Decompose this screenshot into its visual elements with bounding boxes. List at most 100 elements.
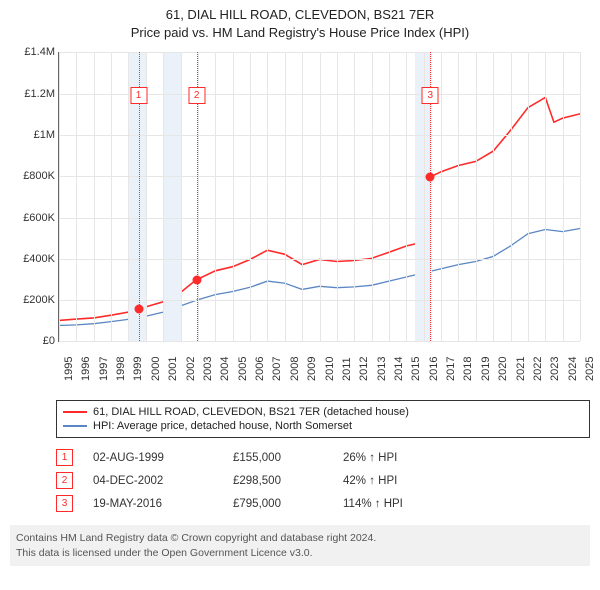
gridline-v [215,52,216,341]
x-tick-label: 2002 [185,357,197,381]
y-tick-label: £800K [11,170,55,182]
x-tick-label: 2012 [358,357,370,381]
sale-date: 02-AUG-1999 [93,452,213,464]
x-tick-label: 2011 [341,358,353,382]
y-tick-label: £1.4M [11,46,55,58]
x-tick-label: 1995 [63,357,75,381]
x-tick-label: 2003 [202,357,214,381]
sales-row: 2 04-DEC-2002 £298,500 42% ↑ HPI [56,469,590,492]
sales-row: 1 02-AUG-1999 £155,000 26% ↑ HPI [56,446,590,469]
sale-delta: 42% ↑ HPI [343,475,397,487]
x-tick-label: 1999 [132,357,144,381]
gridline-v [111,52,112,341]
title-block: 61, DIAL HILL ROAD, CLEVEDON, BS21 7ER P… [0,0,600,46]
sale-badge-3: 3 [56,495,73,512]
title-subtitle: Price paid vs. HM Land Registry's House … [0,24,600,42]
x-tick-label: 1996 [80,357,92,381]
sale-badge-chart: 3 [422,87,439,104]
footer-line-2: This data is licensed under the Open Gov… [16,546,584,560]
x-tick-label: 2004 [219,357,231,381]
sale-date: 19-MAY-2016 [93,498,213,510]
legend-row-hpi: HPI: Average price, detached house, Nort… [63,419,583,433]
gridline-v [181,52,182,341]
sales-row: 3 19-MAY-2016 £795,000 114% ↑ HPI [56,492,590,515]
legend: 61, DIAL HILL ROAD, CLEVEDON, BS21 7ER (… [56,400,590,438]
x-tick-label: 1997 [98,357,110,381]
gridline-v [441,52,442,341]
chart-band [163,52,180,341]
x-tick-label: 2019 [480,357,492,381]
sale-dot [192,275,201,284]
x-tick-label: 2015 [410,357,422,381]
gridline-v [493,52,494,341]
gridline-h [59,341,580,342]
sale-badge-2: 2 [56,472,73,489]
gridline-v [580,52,581,341]
x-tick-label: 2008 [289,357,301,381]
gridline-v [354,52,355,341]
gridline-v [320,52,321,341]
sale-badge-chart: 1 [130,87,147,104]
x-tick-label: 2005 [237,357,249,381]
legend-swatch-hpi [63,425,87,427]
x-tick-label: 2025 [584,357,596,381]
x-tick-label: 2006 [254,357,266,381]
sale-price: £298,500 [233,475,323,487]
gridline-v [94,52,95,341]
gridline-v [76,52,77,341]
gridline-v [267,52,268,341]
sale-badge-chart: 2 [188,87,205,104]
sale-dot [426,173,435,182]
legend-label-price-paid: 61, DIAL HILL ROAD, CLEVEDON, BS21 7ER (… [93,406,409,418]
x-tick-label: 2021 [515,357,527,381]
sales-table: 1 02-AUG-1999 £155,000 26% ↑ HPI 2 04-DE… [56,446,590,515]
sale-price: £155,000 [233,452,323,464]
gridline-v [163,52,164,341]
gridline-v [337,52,338,341]
x-tick-label: 2000 [150,357,162,381]
sale-date: 04-DEC-2002 [93,475,213,487]
x-tick-label: 2016 [428,357,440,381]
x-tick-label: 2010 [324,357,336,381]
gridline-v [59,52,60,341]
x-tick-label: 2022 [532,357,544,381]
gridline-v [563,52,564,341]
x-tick-label: 2009 [306,357,318,381]
footer-line-1: Contains HM Land Registry data © Crown c… [16,531,584,545]
y-tick-label: £1.2M [11,88,55,100]
x-tick-label: 2014 [393,357,405,381]
gridline-v [406,52,407,341]
y-tick-label: £400K [11,253,55,265]
legend-row-price-paid: 61, DIAL HILL ROAD, CLEVEDON, BS21 7ER (… [63,405,583,419]
y-tick-label: £0 [11,335,55,347]
figure: 61, DIAL HILL ROAD, CLEVEDON, BS21 7ER P… [0,0,600,566]
gridline-v [476,52,477,341]
gridline-v [389,52,390,341]
x-tick-label: 1998 [115,357,127,381]
gridline-v [511,52,512,341]
gridline-v [233,52,234,341]
x-tick-label: 2013 [376,357,388,381]
x-tick-label: 2018 [462,357,474,381]
sale-delta: 114% ↑ HPI [343,498,403,510]
chart-area: £0£200K£400K£600K£800K£1M£1.2M£1.4M19951… [10,46,590,396]
y-tick-label: £200K [11,294,55,306]
footer-attribution: Contains HM Land Registry data © Crown c… [10,525,590,565]
title-address: 61, DIAL HILL ROAD, CLEVEDON, BS21 7ER [0,6,600,24]
legend-swatch-price-paid [63,411,87,413]
sale-delta: 26% ↑ HPI [343,452,397,464]
plot-region: £0£200K£400K£600K£800K£1M£1.2M£1.4M19951… [58,52,580,342]
gridline-v [528,52,529,341]
legend-label-hpi: HPI: Average price, detached house, Nort… [93,420,352,432]
sale-badge-1: 1 [56,449,73,466]
gridline-v [545,52,546,341]
x-tick-label: 2007 [271,357,283,381]
sale-dot [134,305,143,314]
x-tick-label: 2024 [567,357,579,381]
x-tick-label: 2017 [445,357,457,381]
gridline-v [458,52,459,341]
x-tick-label: 2023 [549,357,561,381]
x-tick-label: 2001 [167,357,179,381]
gridline-v [285,52,286,341]
gridline-v [372,52,373,341]
